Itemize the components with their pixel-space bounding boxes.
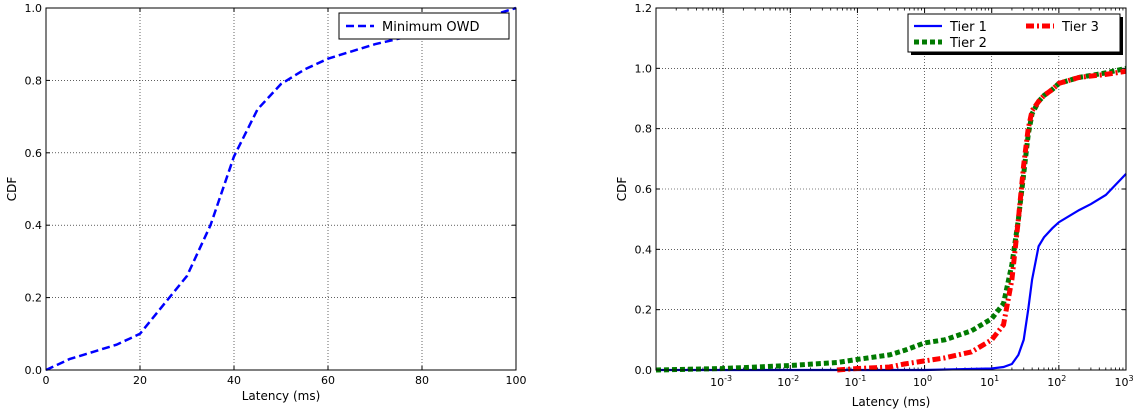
legend-entry-label: Minimum OWD xyxy=(382,20,479,35)
y-tick-label: 0.4 xyxy=(25,219,43,232)
x-tick-base: 10 xyxy=(1047,376,1061,389)
x-tick-label: 10-1 xyxy=(844,374,866,389)
x-tick-base: 10 xyxy=(844,376,858,389)
series-line-1 xyxy=(45,6,517,372)
y-axis-label: CDF xyxy=(5,177,19,202)
x-tick-label: 60 xyxy=(321,374,335,387)
x-axis-label: Latency (ms) xyxy=(242,389,321,403)
chart-1: 0.0 0.2 0.4 0.6 0.8 1.0 0 20 40 60 80 100 Latency (m… xyxy=(5,2,527,403)
x-tick-label: 102 xyxy=(1047,374,1066,389)
x-tick-base: 10 xyxy=(777,376,791,389)
x-tick-exponent: -1 xyxy=(858,374,866,383)
plot-frame xyxy=(655,7,1127,371)
series-line-1 xyxy=(656,173,1127,372)
x-tick-exponent: 0 xyxy=(927,374,932,383)
x-tick-label: 10-2 xyxy=(777,374,799,389)
legend-box xyxy=(907,13,1121,53)
x-tick-label: 100 xyxy=(506,374,527,387)
y-tick-label: 0.0 xyxy=(635,364,653,377)
x-tick-base: 10 xyxy=(913,376,927,389)
x-tick-label: 103 xyxy=(1114,374,1133,389)
series-line-2 xyxy=(655,65,1127,373)
chart-2: 0.00.20.40.60.81.01.210-3 10-2 10-1 100 101 1… xyxy=(615,2,1134,409)
x-tick-label: 40 xyxy=(227,374,241,387)
y-tick-label: 0.6 xyxy=(635,183,653,196)
x-tick-label: 101 xyxy=(980,374,999,389)
y-tick-label: 0.8 xyxy=(25,74,43,87)
plot-frame xyxy=(45,7,517,371)
y-tick-label: 0.0 xyxy=(25,364,43,377)
x-tick-label: 10-3 xyxy=(710,374,732,389)
x-tick-label: 100 xyxy=(913,374,932,389)
legend-entry-label: Tier 3 xyxy=(1061,20,1099,35)
legend-entry-label: Tier 1 xyxy=(949,20,987,35)
x-tick-exponent: 2 xyxy=(1061,374,1066,383)
x-tick-base: 10 xyxy=(1114,376,1128,389)
x-tick-label: 80 xyxy=(415,374,429,387)
y-tick-label: 1.0 xyxy=(25,2,43,15)
x-tick-exponent: -2 xyxy=(791,374,799,383)
y-tick-label: 0.4 xyxy=(635,243,653,256)
legend-box xyxy=(338,12,510,40)
y-tick-label: 0.2 xyxy=(25,292,43,305)
y-tick-label: 0.6 xyxy=(25,147,43,160)
y-axis-label: CDF xyxy=(615,177,629,202)
x-tick-base: 10 xyxy=(980,376,994,389)
x-tick-exponent: 1 xyxy=(994,374,999,383)
y-tick-label: 1.2 xyxy=(635,2,653,15)
y-tick-label: 0.2 xyxy=(635,304,653,317)
legend-entry-label: Tier 2 xyxy=(949,36,987,51)
x-tick-base: 10 xyxy=(710,376,724,389)
x-tick-label: 20 xyxy=(133,374,147,387)
x-tick-exponent: 3 xyxy=(1128,374,1133,383)
x-tick-exponent: -3 xyxy=(724,374,732,383)
y-tick-label: 1.0 xyxy=(635,62,653,75)
x-axis-label: Latency (ms) xyxy=(852,395,931,409)
y-tick-label: 0.8 xyxy=(635,123,653,136)
x-tick-label: 0 xyxy=(43,374,50,387)
